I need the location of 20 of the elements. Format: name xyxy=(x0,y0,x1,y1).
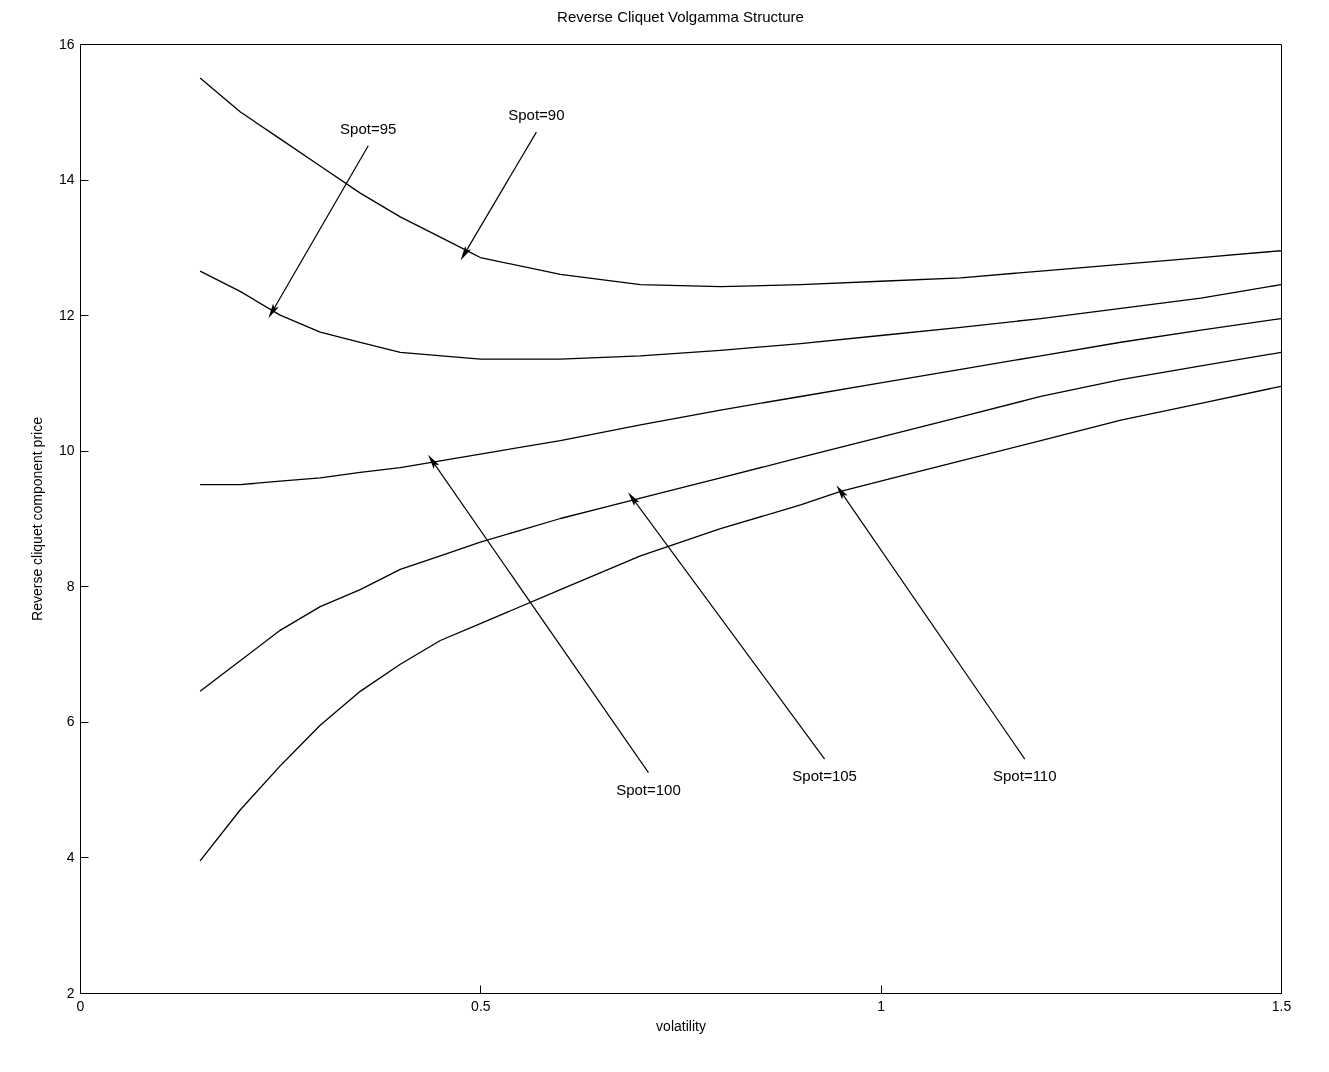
y-tick-label: 6 xyxy=(66,713,75,730)
annotation: Spot=110 xyxy=(993,767,1057,785)
annotation: Spot=105 xyxy=(792,767,857,785)
y-axis-title: Reverse cliquet component price xyxy=(28,416,45,621)
x-axis-title: volatility xyxy=(656,1017,706,1034)
x-tick-label: 0.5 xyxy=(471,997,491,1014)
x-tick-label: 0 xyxy=(76,997,85,1014)
annotation: Spot=95 xyxy=(340,119,397,137)
chart-title: Reverse Cliquet Volgamma Structure xyxy=(557,8,804,25)
y-tick-label: 8 xyxy=(66,577,75,594)
x-tick-label: 1 xyxy=(877,997,886,1014)
y-tick-label: 12 xyxy=(58,306,75,323)
annotation: Spot=90 xyxy=(508,106,565,124)
y-tick-label: 4 xyxy=(66,848,75,865)
y-tick-label: 10 xyxy=(58,442,75,459)
y-tick-label: 16 xyxy=(58,35,75,52)
x-tick-label: 1.5 xyxy=(1271,997,1292,1014)
y-tick-label: 2 xyxy=(66,984,75,1001)
y-tick-label: 14 xyxy=(58,171,75,188)
annotation: Spot=100 xyxy=(616,780,681,798)
